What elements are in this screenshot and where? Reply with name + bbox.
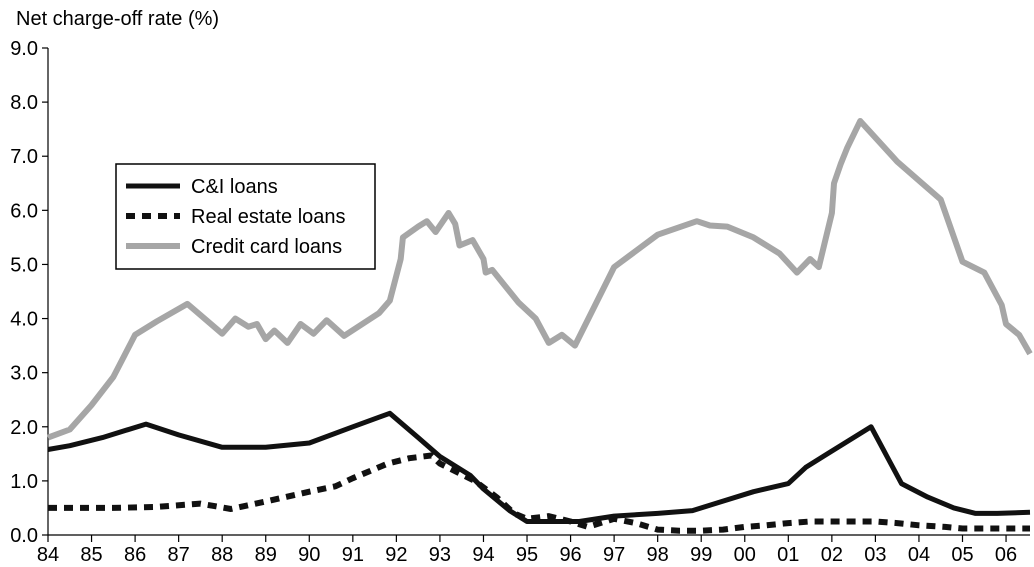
x-tick-label: 06 — [995, 544, 1017, 566]
y-tick-label: 3.0 — [10, 363, 38, 385]
series-line-c-i-loans — [47, 410, 1031, 524]
legend-entry: C&I loans — [191, 176, 278, 198]
x-tick-label: 93 — [429, 544, 451, 566]
x-tick-label: 89 — [255, 544, 277, 566]
x-tick-label: 86 — [124, 544, 146, 566]
x-tick-label: 91 — [342, 544, 364, 566]
x-tick-label: 00 — [734, 544, 756, 566]
y-tick-label: 4.0 — [10, 309, 38, 331]
x-tick-label: 99 — [690, 544, 712, 566]
y-tick-label: 8.0 — [10, 92, 38, 114]
y-tick-label: 7.0 — [10, 146, 38, 168]
x-tick-label: 94 — [472, 544, 494, 566]
axes: 0.0 1.0 2.0 3.0 4.0 5.0 6.0 7.0 8.0 9.0 84 85 86 87 88… — [10, 38, 1030, 566]
legend-entry: Credit card loans — [191, 236, 342, 258]
series-line-real-estate-loans — [48, 452, 1030, 534]
x-tick-label: 90 — [298, 544, 320, 566]
y-tick-label: 5.0 — [10, 254, 38, 276]
y-tick-label: 1.0 — [10, 471, 38, 493]
x-tick-label: 87 — [168, 544, 190, 566]
y-tick-label: 0.0 — [10, 525, 38, 547]
y-axis-label: Net charge-off rate (%) — [16, 8, 220, 30]
x-tick-label: 92 — [385, 544, 407, 566]
y-tick-label: 2.0 — [10, 417, 38, 439]
series-line-credit-card-loans — [46, 118, 1033, 441]
series-lines — [46, 118, 1033, 534]
x-tick-label: 85 — [80, 544, 102, 566]
x-tick-label: 05 — [951, 544, 973, 566]
x-tick-label: 88 — [211, 544, 233, 566]
x-tick-label: 98 — [647, 544, 669, 566]
x-tick-label: 96 — [559, 544, 581, 566]
x-tick-label: 04 — [908, 544, 930, 566]
legend-entry: Real estate loans — [191, 206, 346, 228]
legend: C&I loans Real estate loans Credit card lo… — [115, 163, 376, 270]
y-tick-label: 9.0 — [10, 38, 38, 60]
x-tick-label: 84 — [37, 544, 59, 566]
y-tick-label: 6.0 — [10, 200, 38, 222]
x-tick-label: 03 — [864, 544, 886, 566]
x-tick-label: 02 — [821, 544, 843, 566]
x-tick-label: 95 — [516, 544, 538, 566]
x-tick-label: 01 — [777, 544, 799, 566]
x-tick-label: 97 — [603, 544, 625, 566]
